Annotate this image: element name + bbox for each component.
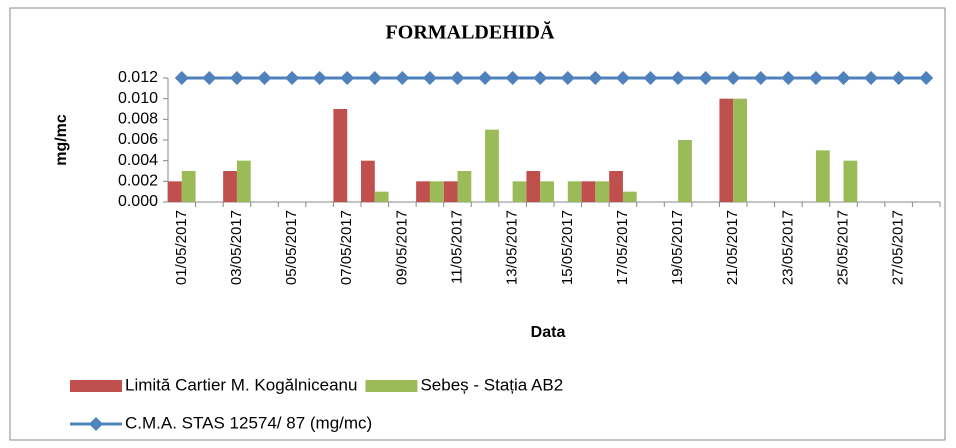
y-tick-label: 0.006 (118, 131, 158, 148)
line-marker (836, 71, 851, 85)
line-marker (891, 71, 906, 85)
x-tick-label: 15/05/2017 (559, 210, 576, 285)
x-tick-label: 03/05/2017 (228, 210, 245, 285)
bar (485, 129, 499, 202)
bar (429, 181, 444, 202)
line-marker (533, 71, 548, 85)
legend-marker (89, 417, 103, 431)
line-marker (340, 71, 355, 85)
line-marker (698, 71, 713, 85)
y-tick-label: 0.004 (118, 152, 158, 169)
y-tick-label: 0.002 (118, 173, 158, 190)
bar (223, 171, 237, 202)
x-tick-label: 01/05/2017 (173, 210, 190, 285)
x-tick-label: 13/05/2017 (504, 210, 521, 285)
legend-label: C.M.A. STAS 12574/ 87 (mg/mc) (125, 413, 372, 432)
line-marker (671, 71, 686, 85)
line-marker (257, 71, 272, 85)
bar (236, 160, 251, 202)
legend-swatch (70, 380, 122, 392)
legend-swatch (365, 380, 418, 392)
legend-label: Sebeș - Stația AB2 (420, 375, 563, 394)
x-tick-label: 05/05/2017 (283, 210, 300, 285)
bar (181, 171, 196, 202)
line-marker (919, 71, 934, 85)
line-marker (753, 71, 768, 85)
bar (595, 181, 610, 202)
line-marker (864, 71, 879, 85)
bar (678, 140, 692, 202)
line-marker (312, 71, 327, 85)
legend-label: Limită Cartier M. Kogălniceanu (125, 375, 357, 394)
x-tick-label: 21/05/2017 (724, 210, 741, 285)
bar (416, 181, 430, 202)
line-marker (781, 71, 796, 85)
line-marker (422, 71, 437, 85)
x-tick-label: 09/05/2017 (393, 210, 410, 285)
line-marker (560, 71, 575, 85)
x-tick-label: 23/05/2017 (779, 210, 796, 285)
bar (567, 181, 582, 202)
line-marker (450, 71, 465, 85)
bar (622, 191, 637, 202)
bar (457, 171, 472, 202)
bar (512, 181, 527, 202)
y-tick-label: 0.012 (118, 69, 158, 86)
bar (609, 171, 623, 202)
line-marker (202, 71, 217, 85)
y-tick-label: 0.000 (118, 193, 158, 210)
line-marker (588, 71, 603, 85)
x-tick-label: 25/05/2017 (834, 210, 851, 285)
bar (168, 181, 182, 202)
bar (374, 191, 389, 202)
y-tick-label: 0.008 (118, 111, 158, 128)
line-marker (367, 71, 382, 85)
bar (581, 181, 596, 202)
x-tick-label: 11/05/2017 (448, 210, 465, 284)
bar (526, 171, 541, 202)
x-tick-label: 17/05/2017 (614, 210, 631, 285)
line-marker (643, 71, 658, 85)
bar (333, 109, 348, 202)
line-marker (726, 71, 741, 85)
line-marker (285, 71, 300, 85)
line-marker (808, 71, 823, 85)
bar (540, 181, 554, 202)
bar (733, 98, 747, 202)
x-tick-label: 19/05/2017 (669, 210, 686, 285)
line-marker (478, 71, 493, 85)
line-marker (505, 71, 520, 85)
y-tick-label: 0.010 (118, 90, 158, 107)
x-tick-label: 07/05/2017 (338, 210, 355, 285)
x-axis-label: Data (531, 324, 566, 341)
y-axis-label: mg/mc (53, 114, 70, 166)
bar (815, 150, 830, 202)
bar (443, 181, 458, 202)
bar (843, 160, 858, 202)
chart-title: FORMALDEHIDĂ (386, 20, 555, 44)
x-tick-label: 27/05/2017 (890, 210, 907, 285)
line-marker (174, 71, 189, 85)
line-marker (229, 71, 244, 85)
bar (361, 160, 375, 202)
bar (719, 98, 734, 202)
line-marker (615, 71, 630, 85)
line-marker (395, 71, 410, 85)
